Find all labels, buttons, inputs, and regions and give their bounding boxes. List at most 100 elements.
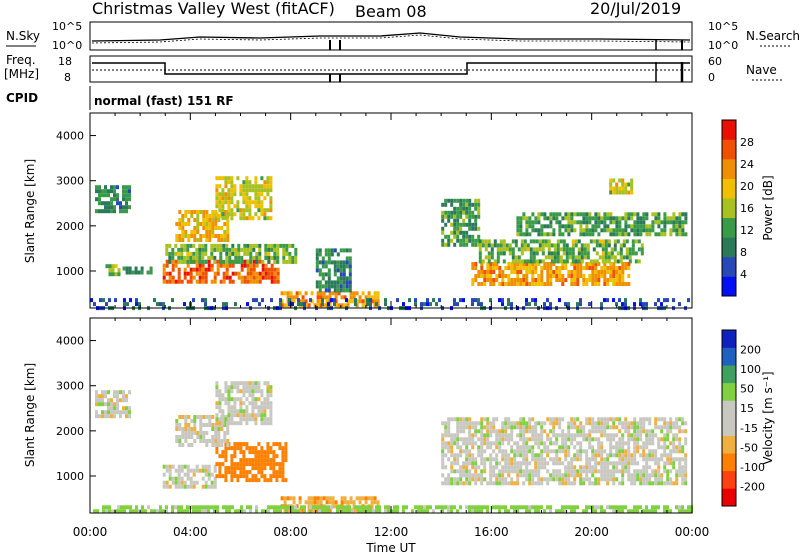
echo-cell — [225, 243, 229, 248]
echo-cell — [486, 457, 490, 462]
echo-cell — [510, 425, 514, 430]
echo-cell — [480, 417, 484, 422]
echo-cell — [528, 216, 532, 221]
echo-cell — [684, 429, 688, 434]
echo-cell — [660, 457, 664, 462]
echo-cell — [648, 477, 652, 482]
echo-cell — [254, 466, 258, 471]
echo-cell — [233, 413, 237, 418]
echo-cell — [639, 216, 643, 221]
echo-cell — [597, 449, 601, 454]
echo-cell — [224, 446, 228, 451]
echo-cell — [286, 496, 290, 501]
echo-cell — [276, 243, 280, 248]
echo-cell — [211, 230, 215, 234]
echo-cell — [254, 401, 258, 406]
echo-cell — [627, 509, 630, 514]
echo-cell — [501, 437, 505, 442]
echo-cell — [266, 421, 270, 426]
echo-cell — [684, 437, 688, 442]
echo-cell — [498, 505, 501, 510]
velocity-ylabel: Slant Range [km] — [23, 363, 37, 467]
echo-cell — [360, 509, 363, 514]
echo-cell — [486, 509, 489, 514]
echo-cell — [113, 205, 116, 210]
echo-cell — [327, 284, 331, 289]
echo-cell — [215, 401, 219, 406]
echo-cell — [639, 433, 643, 438]
echo-cell — [333, 302, 336, 307]
echo-cell — [240, 267, 244, 272]
echo-cell — [570, 465, 574, 470]
echo-cell — [603, 473, 607, 478]
echo-cell — [230, 397, 234, 402]
echo-cell — [534, 505, 537, 510]
echo-cell — [579, 449, 583, 454]
echo-cell — [492, 421, 496, 426]
echo-cell — [376, 500, 380, 505]
echo-cell — [102, 298, 105, 303]
echo-cell — [453, 505, 456, 510]
echo-cell — [573, 278, 577, 282]
echo-cell — [633, 228, 637, 233]
echo-cell — [224, 196, 228, 201]
echo-cell — [528, 282, 532, 286]
echo-cell — [468, 429, 472, 434]
echo-cell — [189, 259, 193, 264]
echo-cell — [183, 484, 187, 489]
echo-cell — [218, 176, 222, 181]
echo-cell — [621, 481, 625, 486]
echo-cell — [116, 193, 119, 198]
echo-cell — [363, 509, 366, 514]
echo-cell — [522, 274, 526, 278]
echo-cell — [273, 509, 276, 514]
echo-cell — [441, 214, 445, 219]
echo-cell — [525, 509, 528, 514]
echo-cell — [201, 259, 205, 264]
echo-cell — [198, 505, 201, 510]
echo-cell — [245, 462, 249, 467]
echo-cell — [165, 505, 168, 510]
echo-cell — [504, 433, 508, 438]
echo-cell — [225, 275, 229, 280]
echo-cell — [681, 505, 684, 510]
echo-cell — [107, 406, 110, 411]
echo-cell — [331, 500, 335, 505]
echo-cell — [140, 270, 144, 275]
echo-cell — [618, 449, 622, 454]
echo-cell — [603, 477, 607, 482]
echo-cell — [474, 469, 478, 474]
echo-cell — [529, 259, 533, 264]
echo-cell — [594, 461, 598, 466]
echo-cell — [393, 505, 396, 510]
echo-cell — [610, 251, 614, 256]
echo-cell — [108, 264, 112, 269]
echo-cell — [111, 264, 115, 269]
echo-cell — [609, 469, 613, 474]
echo-cell — [624, 216, 628, 221]
echo-cell — [546, 216, 550, 221]
echo-cell — [489, 457, 493, 462]
echo-cell — [603, 509, 606, 514]
echo-cell — [654, 216, 658, 221]
echo-cell — [618, 270, 622, 274]
echo-cell — [648, 433, 652, 438]
echo-cell — [594, 212, 598, 217]
echo-cell — [465, 465, 469, 470]
echo-cell — [465, 477, 469, 482]
echo-cell — [576, 441, 580, 446]
colorbar-swatch — [722, 217, 736, 238]
echo-cell — [230, 200, 234, 205]
echo-cell — [263, 458, 267, 463]
echo-cell — [162, 464, 166, 469]
echo-cell — [489, 441, 493, 446]
echo-cell — [567, 477, 571, 482]
echo-cell — [260, 462, 264, 467]
echo-cell — [594, 282, 598, 286]
echo-cell — [601, 247, 605, 252]
echo-cell — [546, 298, 549, 303]
echo-cell — [543, 445, 547, 450]
echo-cell — [483, 477, 487, 482]
